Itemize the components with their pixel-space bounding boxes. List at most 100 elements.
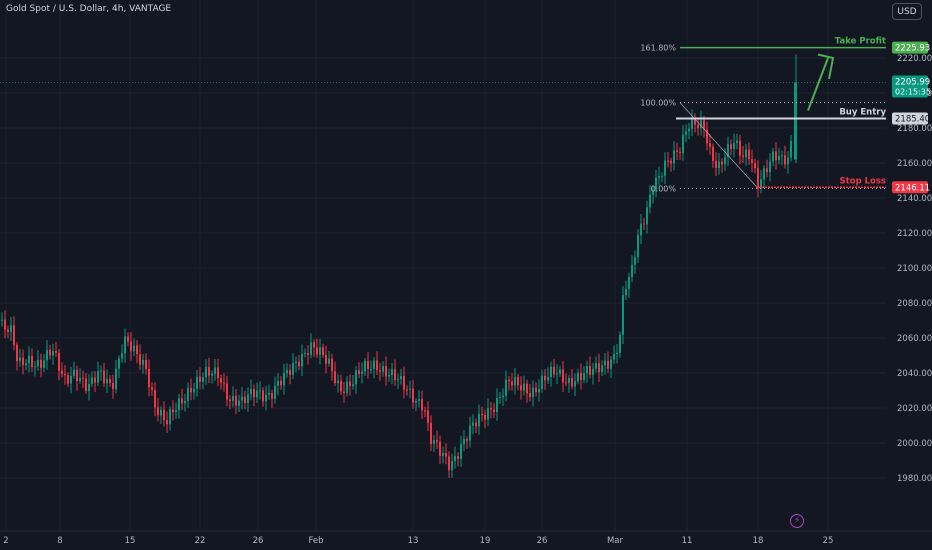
candle-body — [625, 288, 627, 296]
level-label: Buy Entry — [839, 108, 886, 118]
candle-body — [13, 325, 15, 345]
candle-body — [424, 410, 426, 412]
candle-body — [109, 378, 111, 383]
candle-body — [589, 366, 591, 375]
y-tick-label: 2040.00 — [897, 369, 932, 379]
candle-body — [274, 385, 276, 399]
candle-body — [781, 155, 783, 157]
candle-body — [760, 179, 762, 189]
candle-body — [238, 400, 240, 406]
candle-body — [592, 368, 594, 375]
candle-body — [385, 366, 387, 377]
candle-body — [670, 160, 672, 164]
candle-body — [172, 409, 174, 413]
candle-body — [526, 383, 528, 394]
candle-body — [730, 144, 732, 149]
candle-body — [448, 456, 450, 471]
candle-body — [178, 398, 180, 411]
candle-body — [4, 319, 6, 330]
x-tick-label: 18 — [753, 536, 764, 546]
candle-body — [397, 378, 399, 381]
candle-body — [25, 363, 27, 366]
candle-body — [10, 325, 12, 333]
candle-body — [748, 149, 750, 160]
candle-body — [787, 157, 789, 165]
x-tick-label: 19 — [480, 536, 491, 546]
y-tick-label: 2160.00 — [897, 159, 932, 169]
candle-body — [136, 345, 138, 355]
candle-body — [229, 399, 231, 401]
candle-body — [223, 382, 225, 384]
currency-button[interactable]: USD — [892, 3, 922, 20]
candle-body — [514, 376, 516, 386]
candle-body — [388, 375, 390, 377]
y-tick-label: 2180.00 — [897, 124, 932, 134]
candle-body — [106, 378, 108, 384]
current-price-value: 2205.99 — [895, 78, 930, 88]
candle-body — [322, 347, 324, 356]
candle-body — [268, 393, 270, 395]
candle-body — [85, 378, 87, 391]
candle-body — [418, 399, 420, 401]
candle-body — [337, 380, 339, 384]
candle-body — [667, 160, 669, 162]
candle-body — [478, 414, 480, 427]
candle-body — [697, 124, 699, 129]
candle-body — [496, 397, 498, 413]
candle-body — [163, 409, 165, 421]
candle-body — [571, 377, 573, 387]
candle-body — [439, 441, 441, 456]
candle-body — [794, 82, 797, 160]
x-tick-label: 13 — [408, 536, 419, 546]
candle-body — [127, 336, 129, 342]
candle-body — [235, 395, 237, 406]
candle-body — [331, 358, 333, 372]
candle-body — [640, 223, 642, 236]
candle-body — [679, 151, 681, 153]
candle-body — [370, 368, 372, 370]
candle-body — [313, 342, 315, 348]
level-price-badge — [892, 112, 928, 125]
candle-body — [169, 409, 171, 425]
level-price-label: 2185.40 — [895, 115, 930, 125]
candle-body — [430, 422, 432, 444]
candle-body — [79, 377, 81, 382]
candle-body — [628, 277, 630, 289]
x-tick-label: Feb — [308, 536, 323, 546]
candle-body — [769, 161, 771, 173]
candle-body — [154, 390, 156, 408]
candle-body — [529, 393, 531, 397]
candle-body — [562, 369, 564, 383]
candle-body — [193, 388, 195, 393]
candle-body — [256, 390, 258, 398]
candle-body — [58, 352, 60, 371]
candle-body — [325, 355, 327, 364]
candle-body — [199, 376, 201, 382]
lightning-bolt-icon[interactable]: ⚡ — [790, 514, 804, 528]
candle-body — [736, 140, 738, 144]
candle-body — [499, 397, 501, 399]
candle-body — [253, 389, 255, 398]
candle-body — [226, 383, 228, 400]
y-tick-label: 2100.00 — [897, 264, 932, 274]
candle-body — [487, 408, 489, 420]
candle-body — [775, 151, 777, 161]
x-tick-label: 8 — [57, 536, 62, 546]
candle-body — [340, 380, 342, 392]
candle-body — [580, 372, 582, 381]
candle-body — [637, 235, 639, 258]
x-tick-label: 25 — [823, 536, 834, 546]
candle-body — [490, 408, 492, 410]
candle-body — [598, 363, 600, 373]
candle-body — [553, 366, 555, 375]
level-price-badge — [892, 181, 928, 194]
fib-diagonal — [679, 102, 759, 189]
candle-body — [73, 369, 75, 376]
candle-body — [505, 379, 507, 396]
candle-body — [7, 329, 9, 333]
candle-body — [409, 388, 411, 390]
candle-body — [55, 351, 57, 353]
candle-body — [550, 366, 552, 378]
candle-body — [472, 422, 474, 426]
